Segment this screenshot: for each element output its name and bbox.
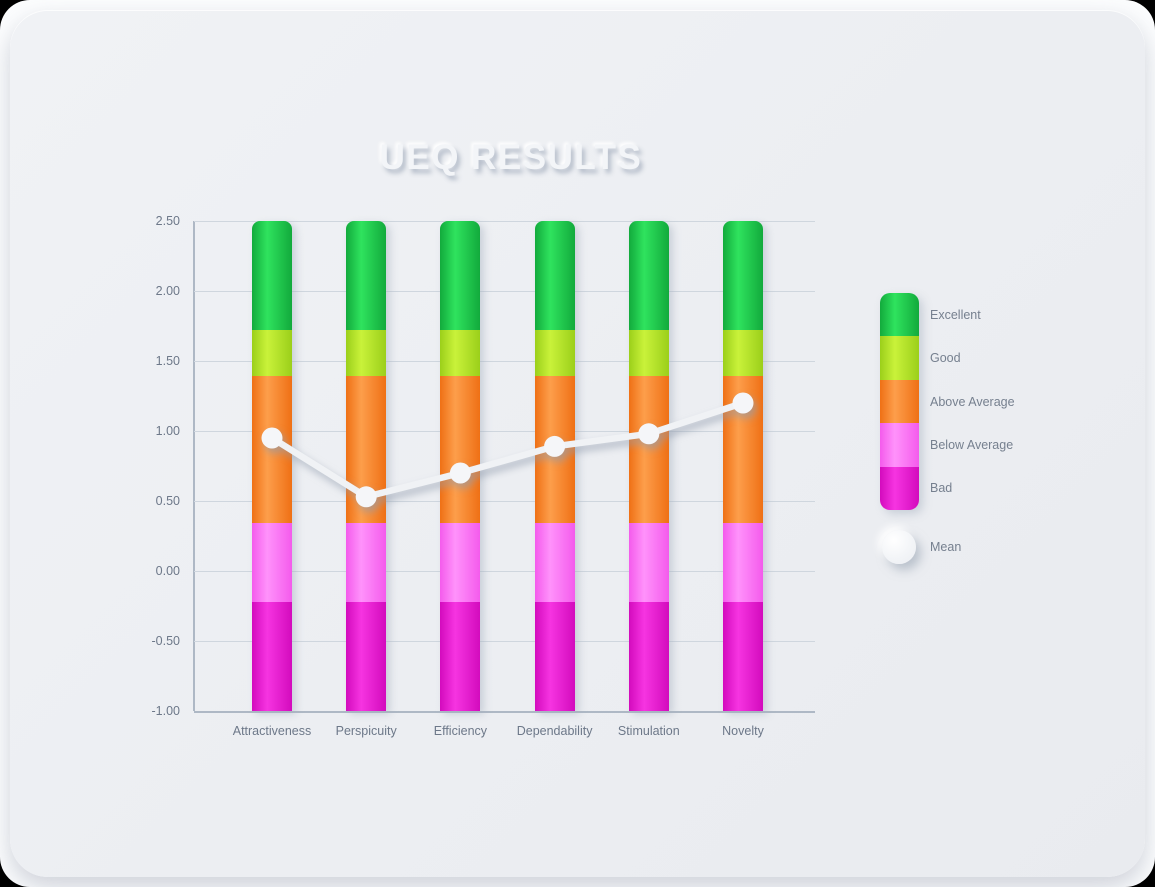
legend-color-scale — [880, 293, 919, 510]
bar-segment-bad — [252, 601, 292, 711]
y-axis-tick-label: -0.50 — [151, 634, 181, 648]
bar-segment-below-average — [723, 523, 763, 602]
gridline — [194, 221, 815, 222]
mean-point-attractiveness — [261, 427, 283, 449]
chart-title: UEQ RESULTS — [379, 138, 643, 177]
plot-area: 2.50 2.00 1.50 1.00 0.50 0.00 -0.50 -1.00 Attrac… — [152, 214, 815, 738]
bar-segment-below-average — [534, 523, 575, 602]
bar-segment-above-average — [628, 376, 669, 524]
mean-point-stimulation — [638, 423, 660, 445]
bar-segment-below-average — [252, 523, 292, 602]
legend-swatch-bad — [880, 466, 919, 510]
gridline — [194, 291, 815, 292]
legend-swatch-good — [880, 336, 919, 380]
bar-segment-excellent — [534, 221, 575, 331]
y-axis-tick-label: 2.00 — [155, 284, 180, 298]
legend-swatch-above-average — [880, 379, 919, 424]
legend-label-excellent: Excellent — [930, 307, 981, 322]
gridline — [194, 431, 815, 432]
y-axis-line — [193, 221, 195, 711]
benchmark-bar-efficiency — [440, 221, 481, 711]
mean-legend-swatch — [882, 530, 916, 564]
bar-segment-bad — [628, 601, 669, 711]
mean-point-novelty — [732, 392, 754, 414]
x-axis-label: Novelty — [722, 724, 764, 738]
x-axis-label: Stimulation — [617, 724, 680, 738]
x-axis-label: Perspicuity — [335, 724, 397, 738]
y-axis-tick-label: 0.00 — [155, 564, 180, 578]
bar-segment-bad — [346, 601, 387, 711]
legend-mean-row: Mean — [880, 530, 1100, 564]
benchmark-bar-novelty — [723, 221, 763, 711]
y-axis-tick-label: 0.50 — [155, 494, 180, 508]
mean-legend-label: Mean — [930, 540, 962, 554]
bar-segment-excellent — [346, 221, 387, 331]
legend-label-bad: Bad — [930, 481, 953, 496]
bar-segment-excellent — [252, 221, 292, 331]
bar-segment-excellent — [628, 221, 669, 331]
bar-segment-below-average — [440, 523, 481, 602]
y-axis-tick-label: 1.00 — [155, 424, 180, 438]
mean-line — [268, 399, 747, 501]
gridline — [194, 361, 815, 362]
x-axis-label: Attractiveness — [232, 724, 312, 738]
chart-card: UEQ RESULTS 2.50 2.00 1.50 1.00 0.50 0.00 -0.5… — [10, 10, 1145, 877]
bar-segment-excellent — [440, 221, 481, 331]
legend-swatch-excellent — [880, 293, 919, 337]
bar-segment-good — [252, 330, 292, 377]
x-axis-label: Efficiency — [433, 724, 488, 738]
bar-segment-above-average — [440, 376, 481, 524]
bar-segment-good — [628, 330, 669, 377]
mean-point-perspicuity — [355, 486, 377, 508]
legend-label-below-average: Below Average — [930, 437, 1014, 452]
bar-segment-good — [440, 330, 481, 377]
legend-swatch-below-average — [880, 423, 919, 467]
bar-segment-bad — [534, 601, 575, 711]
bar-segment-good — [534, 330, 575, 377]
legend-label-good: Good — [930, 351, 961, 366]
legend-label-above-average: Above Average — [930, 394, 1015, 409]
mean-point-dependability — [544, 435, 566, 457]
y-axis-tick-label: 1.50 — [155, 354, 180, 368]
gridline — [194, 571, 815, 572]
bar-segment-bad — [440, 601, 481, 711]
bar-segment-good — [346, 330, 387, 377]
gridline — [194, 711, 815, 713]
benchmark-bar-stimulation — [628, 221, 669, 711]
y-axis-tick-label: 2.50 — [155, 214, 180, 228]
bar-segment-below-average — [346, 523, 387, 602]
mean-line-layer — [261, 392, 754, 508]
x-axis-label: Dependability — [516, 724, 593, 738]
gridline — [194, 641, 815, 642]
mean-point-efficiency — [449, 462, 471, 484]
bar-segment-excellent — [723, 221, 763, 331]
bar-segment-bad — [723, 601, 763, 711]
benchmark-bar-perspicuity — [346, 221, 387, 711]
bar-segment-below-average — [628, 523, 669, 602]
gridline — [194, 501, 815, 502]
y-axis-tick-label: -1.00 — [151, 704, 181, 718]
bar-segment-good — [723, 330, 763, 377]
